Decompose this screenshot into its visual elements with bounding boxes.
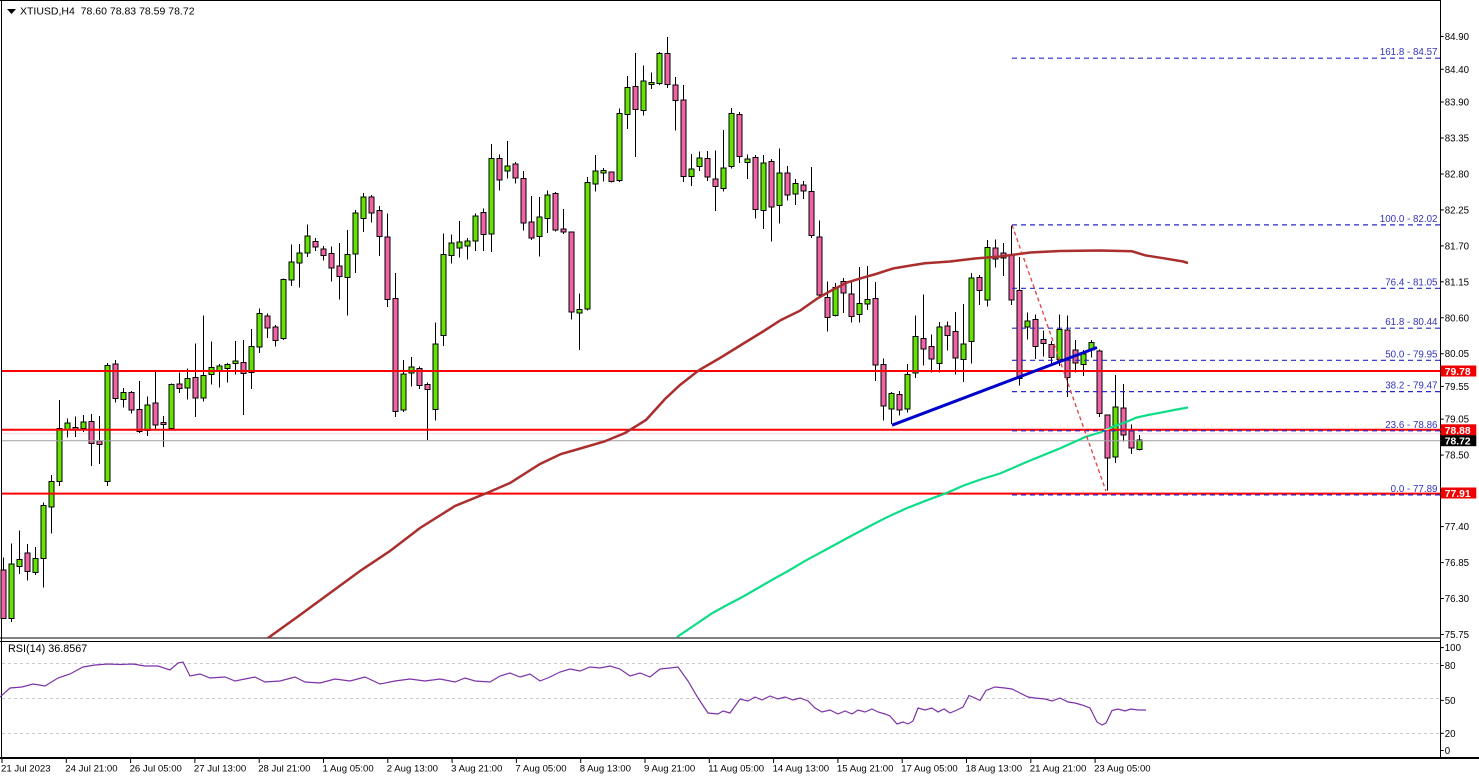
svg-text:0.0 - 77.89: 0.0 - 77.89 xyxy=(1391,484,1438,495)
svg-text:24 Jul 21:00: 24 Jul 21:00 xyxy=(65,764,117,775)
svg-text:82.80: 82.80 xyxy=(1445,170,1470,181)
svg-text:84.40: 84.40 xyxy=(1445,65,1470,76)
svg-text:0: 0 xyxy=(1445,746,1451,757)
svg-text:50.0 - 79.95: 50.0 - 79.95 xyxy=(1385,349,1438,360)
svg-text:81.15: 81.15 xyxy=(1445,277,1469,288)
svg-text:80.05: 80.05 xyxy=(1445,349,1469,360)
svg-text:18 Aug 13:00: 18 Aug 13:00 xyxy=(966,764,1023,775)
svg-text:61.8 - 80.44: 61.8 - 80.44 xyxy=(1385,317,1438,328)
svg-text:77.91: 77.91 xyxy=(1445,489,1471,500)
svg-text:76.4 - 81.05: 76.4 - 81.05 xyxy=(1385,277,1438,288)
svg-text:8 Aug 13:00: 8 Aug 13:00 xyxy=(580,764,631,775)
svg-text:28 Jul 21:00: 28 Jul 21:00 xyxy=(258,764,310,775)
svg-text:78.88: 78.88 xyxy=(1445,426,1471,437)
svg-text:21 Jul 2023: 21 Jul 2023 xyxy=(1,764,51,775)
svg-text:23.6 - 78.86: 23.6 - 78.86 xyxy=(1385,420,1438,431)
svg-text:15 Aug 21:00: 15 Aug 21:00 xyxy=(837,764,894,775)
svg-text:83.90: 83.90 xyxy=(1445,98,1470,109)
svg-text:14 Aug 13:00: 14 Aug 13:00 xyxy=(773,764,830,775)
svg-text:84.90: 84.90 xyxy=(1445,32,1470,43)
svg-text:9 Aug 21:00: 9 Aug 21:00 xyxy=(644,764,695,775)
svg-text:23 Aug 05:00: 23 Aug 05:00 xyxy=(1094,764,1151,775)
svg-text:3 Aug 21:00: 3 Aug 21:00 xyxy=(451,764,502,775)
svg-text:XTIUSD,H4 78.60 78.83 78.59 7: XTIUSD,H4 78.60 78.83 78.59 78.72 xyxy=(20,6,195,18)
svg-text:75.75: 75.75 xyxy=(1445,630,1469,641)
svg-text:20: 20 xyxy=(1445,729,1456,740)
svg-text:78.72: 78.72 xyxy=(1445,437,1471,448)
svg-text:76.30: 76.30 xyxy=(1445,594,1470,605)
svg-text:80.60: 80.60 xyxy=(1445,313,1470,324)
svg-text:82.25: 82.25 xyxy=(1445,205,1469,216)
svg-text:79.55: 79.55 xyxy=(1445,382,1469,393)
svg-text:77.40: 77.40 xyxy=(1445,522,1470,533)
svg-text:83.35: 83.35 xyxy=(1445,134,1469,145)
svg-text:38.2 - 79.47: 38.2 - 79.47 xyxy=(1385,381,1437,392)
svg-text:27 Jul 13:00: 27 Jul 13:00 xyxy=(194,764,246,775)
svg-text:76.85: 76.85 xyxy=(1445,558,1469,569)
svg-text:1 Aug 05:00: 1 Aug 05:00 xyxy=(323,764,374,775)
svg-text:2 Aug 13:00: 2 Aug 13:00 xyxy=(387,764,438,775)
svg-text:79.05: 79.05 xyxy=(1445,415,1469,426)
svg-text:80: 80 xyxy=(1445,661,1456,672)
svg-text:RSI(14) 36.8567: RSI(14) 36.8567 xyxy=(8,643,87,655)
svg-text:79.78: 79.78 xyxy=(1445,367,1471,378)
svg-text:21 Aug 21:00: 21 Aug 21:00 xyxy=(1030,764,1087,775)
svg-text:100.0 - 82.02: 100.0 - 82.02 xyxy=(1380,214,1438,225)
svg-text:78.50: 78.50 xyxy=(1445,451,1470,462)
svg-text:100: 100 xyxy=(1445,643,1462,654)
svg-text:50: 50 xyxy=(1445,696,1456,707)
svg-text:81.70: 81.70 xyxy=(1445,241,1470,252)
svg-text:161.8 - 84.57: 161.8 - 84.57 xyxy=(1380,47,1438,58)
svg-text:11 Aug 05:00: 11 Aug 05:00 xyxy=(708,764,764,775)
svg-text:7 Aug 05:00: 7 Aug 05:00 xyxy=(515,764,566,775)
svg-text:26 Jul 05:00: 26 Jul 05:00 xyxy=(130,764,182,775)
svg-text:17 Aug 05:00: 17 Aug 05:00 xyxy=(901,764,958,775)
